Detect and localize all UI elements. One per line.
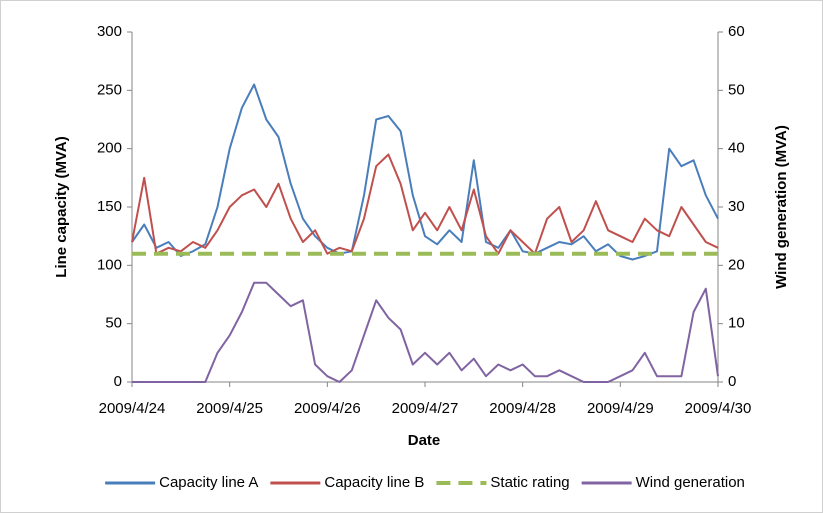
series-line bbox=[131, 83, 719, 261]
y2-tick-label: 30 bbox=[728, 198, 745, 215]
x-tick-label: 2009/4/24 bbox=[99, 400, 166, 417]
y-tick-label: 100 bbox=[97, 256, 122, 273]
y-axis-title: Line capacity (MVA) bbox=[53, 136, 70, 277]
x-tick-label: 2009/4/29 bbox=[587, 400, 654, 417]
y-tick-label: 250 bbox=[97, 81, 122, 98]
y2-tick-label: 60 bbox=[728, 23, 745, 40]
legend-label: Capacity line A bbox=[159, 474, 258, 491]
y2-axis-title: Wind generation (MVA) bbox=[773, 125, 790, 289]
series-line bbox=[132, 281, 719, 383]
series-line bbox=[131, 153, 719, 255]
y2-tick-label: 0 bbox=[728, 373, 736, 390]
y-tick-label: 200 bbox=[97, 140, 122, 157]
y2-tick-label: 40 bbox=[728, 140, 745, 157]
legend-label: Static rating bbox=[490, 474, 569, 491]
x-tick-label: 2009/4/30 bbox=[685, 400, 752, 417]
legend-label: Wind generation bbox=[636, 474, 745, 491]
x-tick-label: 2009/4/25 bbox=[196, 400, 263, 417]
legend-label: Capacity line B bbox=[324, 474, 424, 491]
y2-tick-label: 50 bbox=[728, 81, 745, 98]
x-axis-title: Date bbox=[408, 432, 441, 449]
y-tick-label: 150 bbox=[97, 198, 122, 215]
y-tick-label: 300 bbox=[97, 23, 122, 40]
x-tick-label: 2009/4/26 bbox=[294, 400, 361, 417]
y-tick-label: 50 bbox=[105, 315, 122, 332]
x-tick-label: 2009/4/27 bbox=[392, 400, 459, 417]
x-tick-label: 2009/4/28 bbox=[489, 400, 556, 417]
y2-tick-label: 10 bbox=[728, 315, 745, 332]
y2-tick-label: 20 bbox=[728, 256, 745, 273]
y-tick-label: 0 bbox=[114, 373, 122, 390]
